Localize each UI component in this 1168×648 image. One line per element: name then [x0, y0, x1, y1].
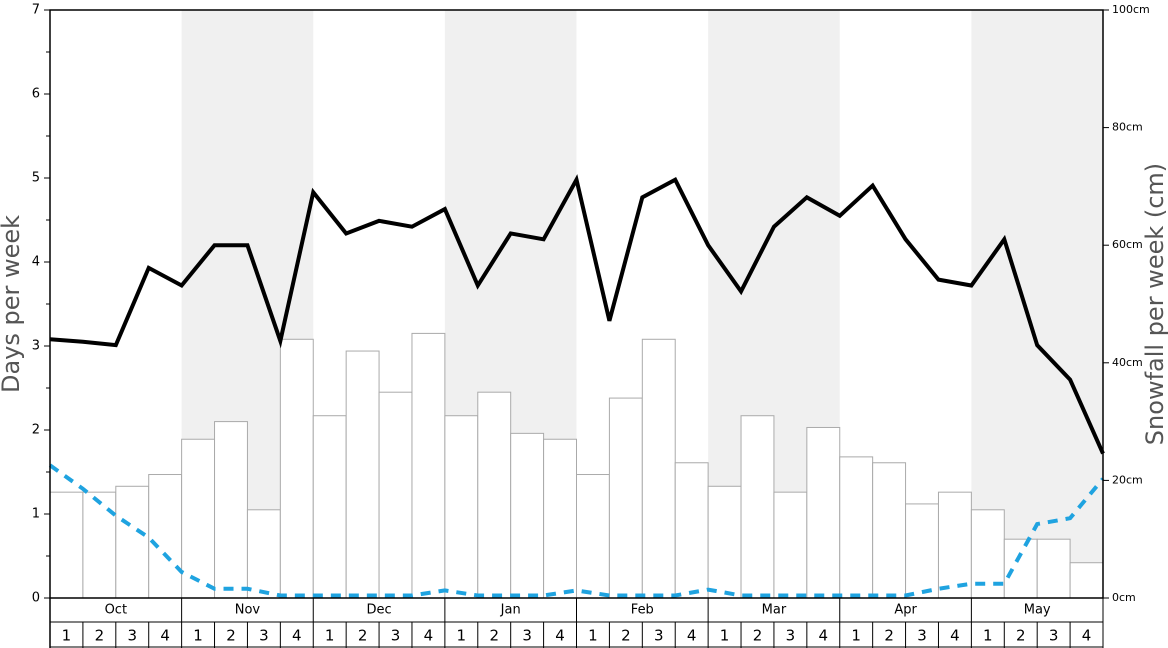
bar [576, 474, 610, 599]
bar [543, 438, 577, 599]
y2-tick-label: 20cm [1112, 473, 1143, 486]
y-tick-label: 7 [32, 3, 40, 18]
month-label: Jan [500, 603, 521, 618]
month-band [971, 10, 1103, 598]
week-label: 1 [588, 627, 598, 645]
dashed-line [48, 463, 1105, 598]
week-label: 1 [983, 627, 993, 645]
week-label: 4 [292, 627, 302, 645]
bar [312, 415, 347, 599]
bar [246, 509, 281, 599]
week-label: 2 [1016, 627, 1026, 645]
bar [905, 503, 939, 599]
week-label: 4 [160, 627, 170, 645]
bar [937, 491, 972, 599]
month-label: Mar [762, 603, 787, 618]
bar [740, 415, 775, 599]
week-label: 4 [819, 627, 829, 645]
week-label: 3 [127, 627, 137, 645]
line [49, 174, 1105, 455]
y2-tick-label: 0cm [1112, 591, 1136, 604]
y-tick-label: 0 [32, 591, 40, 606]
week-label: 1 [720, 627, 730, 645]
bar [411, 332, 446, 599]
week-label: 1 [193, 627, 203, 645]
month-label: Dec [366, 603, 391, 618]
bar [444, 415, 479, 599]
bar [181, 438, 216, 599]
week-label: 4 [687, 627, 697, 645]
month-label: Apr [894, 603, 917, 618]
week-label: 3 [391, 627, 401, 645]
bar [378, 391, 413, 599]
week-label: 1 [62, 627, 72, 645]
week-label: 4 [424, 627, 434, 645]
bar [510, 432, 545, 599]
bar [477, 391, 512, 599]
y-tick-label: 3 [32, 339, 40, 354]
bar [1036, 538, 1071, 599]
bar [82, 491, 117, 599]
week-label: 2 [753, 627, 763, 645]
bar [608, 397, 643, 599]
y2-tick-label: 60cm [1112, 238, 1143, 251]
bar [641, 338, 676, 599]
week-label: 3 [259, 627, 269, 645]
bar [279, 338, 314, 599]
week-label: 2 [621, 627, 631, 645]
week-label: 4 [950, 627, 960, 645]
bar [806, 426, 841, 599]
week-label: 3 [786, 627, 796, 645]
week-label: 2 [226, 627, 236, 645]
week-label: 2 [358, 627, 368, 645]
week-label: 3 [522, 627, 532, 645]
y-tick-label: 4 [32, 255, 40, 270]
y2-tick-label: 40cm [1112, 356, 1143, 369]
month-label: May [1024, 603, 1051, 618]
y-tick-label: 2 [32, 423, 40, 438]
bar [345, 350, 380, 599]
bar [839, 456, 874, 599]
bar [214, 421, 248, 599]
y-axis-label: Days per week [0, 215, 25, 393]
y-tick-label: 5 [32, 171, 40, 186]
month-label: Oct [105, 603, 127, 618]
y-tick-label: 6 [32, 87, 40, 102]
month-label: Nov [235, 603, 261, 618]
bar [674, 462, 709, 599]
bar [707, 485, 742, 599]
week-label: 3 [654, 627, 664, 645]
bar [148, 474, 183, 599]
week-label: 2 [884, 627, 894, 645]
y2-tick-label: 80cm [1112, 121, 1143, 134]
week-label: 1 [325, 627, 335, 645]
bar [872, 462, 907, 599]
week-label: 3 [1049, 627, 1059, 645]
month-label: Feb [631, 603, 654, 618]
week-label: 1 [457, 627, 467, 645]
bar [49, 491, 84, 599]
week-label: 2 [489, 627, 499, 645]
y2-axis-label: Snowfall per week (cm) [1141, 163, 1168, 445]
week-label: 2 [95, 627, 105, 645]
bar [1069, 562, 1104, 599]
y-tick-label: 1 [32, 507, 40, 522]
week-label: 3 [917, 627, 927, 645]
bar [115, 485, 150, 599]
bar [773, 491, 808, 599]
week-label: 1 [851, 627, 861, 645]
week-label: 4 [555, 627, 565, 645]
bar [1003, 538, 1038, 599]
y2-tick-label: 100cm [1112, 3, 1150, 16]
week-label: 4 [1082, 627, 1092, 645]
